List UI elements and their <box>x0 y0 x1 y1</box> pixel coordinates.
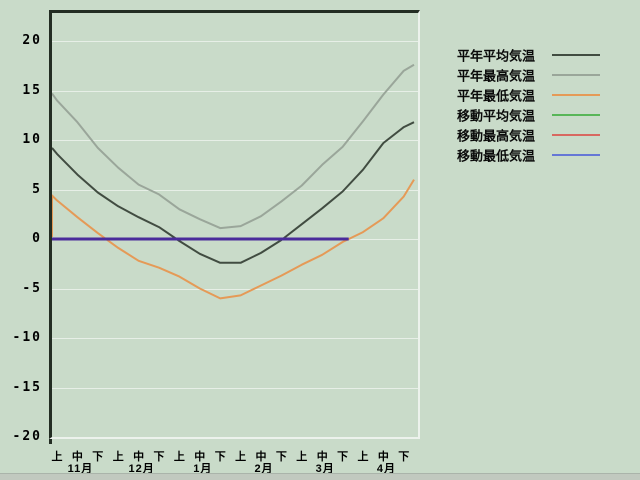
gridline--10 <box>52 338 418 339</box>
x-period-label-15: 上 <box>357 451 369 463</box>
legend-label: 平年最高気温 <box>457 68 536 84</box>
legend-color-line <box>552 94 600 96</box>
legend-color-line <box>552 54 600 56</box>
x-period-label-11: 下 <box>275 451 287 463</box>
gridline-5 <box>52 190 418 191</box>
legend-color-line <box>552 114 600 116</box>
x-period-label-0: 上 <box>51 451 63 463</box>
plot-inner <box>52 13 418 437</box>
legend-color-line <box>552 154 600 156</box>
x-period-label-9: 上 <box>235 451 247 463</box>
gridline-10 <box>52 140 418 141</box>
y-axis-label--15: -15 <box>12 380 42 395</box>
x-month-label-11月: 11月 <box>67 463 94 475</box>
legend-item-0: 平年平均気温 <box>457 45 637 65</box>
legend-label: 移動平均気温 <box>457 108 536 124</box>
plot-area <box>49 10 420 439</box>
series-line-1 <box>52 63 415 230</box>
x-period-label-14: 下 <box>337 451 349 463</box>
x-period-label-17: 下 <box>398 451 410 463</box>
y-axis-label--5: -5 <box>22 281 42 296</box>
x-month-label-3月: 3月 <box>315 463 335 475</box>
y-axis-label-10: 10 <box>22 132 42 147</box>
window-bottom-edge <box>0 473 640 480</box>
gridline-15 <box>52 91 418 92</box>
x-month-label-1月: 1月 <box>193 463 213 475</box>
x-period-label-6: 上 <box>173 451 185 463</box>
series-line-2 <box>52 179 415 300</box>
gridline--15 <box>52 388 418 389</box>
legend-color-line <box>552 74 600 76</box>
legend-color-line <box>552 134 600 136</box>
y-axis-label--20: -20 <box>12 429 42 444</box>
series-line-0 <box>52 121 415 264</box>
y-axis-label-15: 15 <box>22 83 42 98</box>
y-axis-label--10: -10 <box>12 330 42 345</box>
x-month-label-12月: 12月 <box>128 463 155 475</box>
x-period-label-16: 中 <box>377 451 389 463</box>
x-month-label-4月: 4月 <box>376 463 396 475</box>
gridline--5 <box>52 289 418 290</box>
legend-item-5: 移動最低気温 <box>457 145 637 165</box>
x-period-label-5: 下 <box>153 451 165 463</box>
legend-label: 移動最低気温 <box>457 148 536 164</box>
x-period-label-4: 中 <box>133 451 145 463</box>
x-period-label-12: 上 <box>296 451 308 463</box>
chart-curves <box>52 63 415 300</box>
legend-item-2: 平年最低気温 <box>457 85 637 105</box>
y-axis-label-20: 20 <box>22 33 42 48</box>
x-period-label-7: 中 <box>194 451 206 463</box>
gridline-20 <box>52 41 418 42</box>
chart-legend: 平年平均気温 平年最高気温 平年最低気温 移動平均気温 移動最高気温 移動最低気温 <box>457 45 637 165</box>
y-axis-label-5: 5 <box>32 182 42 197</box>
legend-item-4: 移動最高気温 <box>457 125 637 145</box>
legend-label: 移動最高気温 <box>457 128 536 144</box>
y-axis-label-0: 0 <box>32 231 42 246</box>
x-month-label-2月: 2月 <box>254 463 274 475</box>
y-axis-tail <box>49 439 52 444</box>
x-period-label-10: 中 <box>255 451 267 463</box>
x-period-label-2: 下 <box>92 451 104 463</box>
legend-label: 平年平均気温 <box>457 48 536 64</box>
x-period-label-13: 中 <box>316 451 328 463</box>
legend-item-1: 平年最高気温 <box>457 65 637 85</box>
legend-label: 平年最低気温 <box>457 88 536 104</box>
legend-item-3: 移動平均気温 <box>457 105 637 125</box>
x-period-label-3: 上 <box>112 451 124 463</box>
x-period-label-1: 中 <box>71 451 83 463</box>
x-period-label-8: 下 <box>214 451 226 463</box>
